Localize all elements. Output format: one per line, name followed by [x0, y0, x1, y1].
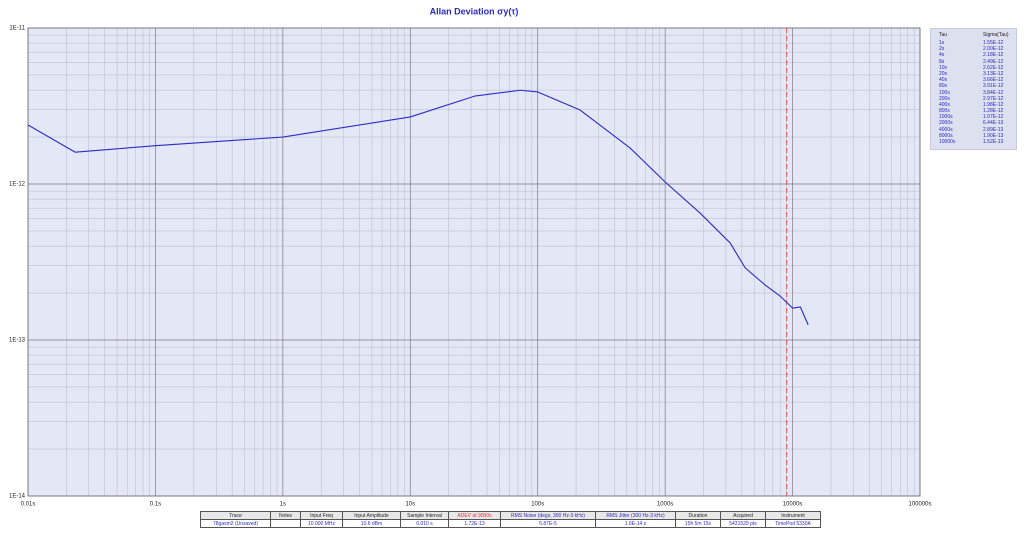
plot-area [27, 27, 921, 497]
tau-row: 20s 3.13E-12 [931, 71, 1016, 77]
cell: 5431529 pts [720, 519, 766, 528]
tau-row: 400s 1.98E-12 [931, 102, 1016, 108]
column-header: Duration [675, 511, 721, 520]
column-header: Sigma(Tau) [983, 32, 1009, 38]
cell: 0.010 s [400, 519, 449, 528]
column-header: RMS Jitter (300 Hz-3 kHz) [595, 511, 676, 520]
tau-row: 4s 2.18E-12 [931, 52, 1016, 58]
cell: 2s [939, 46, 945, 53]
cell: 1.07E-12 [983, 114, 1004, 121]
column-header: Input Amplitude [342, 511, 401, 520]
cell: 3.13E-12 [983, 70, 1004, 77]
cell: 2.97E-12 [983, 95, 1004, 102]
cell: 8000s [939, 132, 953, 139]
cell: 6.44E-13 [983, 120, 1004, 127]
tau-row: 8s 2.49E-12 [931, 59, 1016, 65]
tau-row: 1s 1.55E-12 [931, 40, 1016, 46]
cell: 10s [939, 64, 948, 71]
chart-title: Allan Deviation σy(τ) [430, 6, 519, 16]
y-tick-label: 1E-11 [9, 26, 25, 32]
tau-row: 10000s 1.52E-13 [931, 139, 1016, 145]
cell: 1.6E-14 s [595, 519, 676, 528]
cell: 2.62E-12 [983, 64, 1004, 71]
tau-row: 200s 2.97E-12 [931, 96, 1016, 102]
cell: 40s [939, 77, 948, 84]
cell: 100s [939, 89, 950, 96]
column-header: Input Freq [300, 511, 343, 520]
x-tick-label: 1s [280, 502, 286, 508]
tau-row: 1000s 1.07E-12 [931, 114, 1016, 120]
adev-line [27, 89, 809, 326]
tau-row: 800s 1.28E-12 [931, 108, 1016, 114]
x-tick-label: 100s [531, 502, 544, 508]
tau-row: 40s 3.66E-12 [931, 77, 1016, 83]
cell: 3.66E-12 [983, 77, 1004, 84]
tau-row: 8000s 1.90E-13 [931, 133, 1016, 139]
cell: 1s [939, 40, 945, 46]
cell: 1.55E-12 [983, 40, 1004, 46]
cell: 10000s [939, 139, 956, 145]
y-tick-label: 1E-13 [9, 338, 26, 344]
cell: 2.00E-12 [983, 46, 1004, 53]
cell: 20s [939, 70, 948, 77]
cell: 800s [939, 108, 950, 115]
tau-row: 100s 3.84E-12 [931, 90, 1016, 96]
x-tick-label: 100000s [908, 502, 931, 508]
cell: 78gasm2 (Unsaved) [200, 519, 271, 528]
column-header: RMS Noise (degs, 300 Hz-3 kHz) [500, 511, 596, 520]
cell: 1.98E-12 [983, 101, 1004, 108]
x-tick-label: 0.01s [21, 502, 36, 508]
cell: 2.18E-12 [983, 52, 1004, 59]
cell: 2.89E-13 [983, 126, 1004, 133]
cell: 3.91E-12 [983, 83, 1004, 90]
cell: 10.000 MHz [300, 519, 343, 528]
column-header: Notes [270, 511, 301, 520]
cell: 1.52E-13 [983, 139, 1004, 145]
tau-row: 4000s 2.89E-13 [931, 127, 1016, 133]
column-header: Acquired [720, 511, 766, 520]
column-header: Trace [200, 511, 271, 520]
column-header: Tau [939, 32, 948, 38]
cell: 5.87E-5 [500, 519, 596, 528]
cell: 2.49E-12 [983, 58, 1004, 65]
tau-row: 2000s 6.44E-13 [931, 120, 1016, 126]
cell: 1.28E-12 [983, 108, 1004, 115]
tau-header: Tau Sigma(Tau) [931, 30, 1016, 40]
cell: 400s [939, 101, 950, 108]
column-header: Sample Interval [400, 511, 449, 520]
x-tick-label: 10s [405, 502, 415, 508]
cell: 1000s [939, 114, 953, 121]
cell [270, 519, 301, 528]
tau-row: 2s 2.00E-12 [931, 46, 1016, 52]
cell: 4000s [939, 126, 953, 133]
tau-row: 80s 3.91E-12 [931, 83, 1016, 89]
x-tick-label: 1000s [657, 502, 673, 508]
cell: 1.72E-13 [448, 519, 501, 528]
cell: 4s [939, 52, 945, 59]
cell: 8s [939, 58, 945, 65]
y-tick-label: 1E-14 [9, 494, 26, 500]
column-header: ADEV at 9000s [448, 511, 501, 520]
cell: 200s [939, 95, 950, 102]
tau-row: 10s 2.62E-12 [931, 65, 1016, 71]
x-tick-label: 0.1s [150, 502, 161, 508]
tau-table: Tau Sigma(Tau) 1s 1.55E-12 2s 2.00E-12 4s 2.18E… [930, 28, 1017, 150]
header-row: Trace Notes Input Freq Input Amplitude Sampl… [200, 511, 821, 520]
cell: 10.6 dBm [342, 519, 401, 528]
cell: 2000s [939, 120, 953, 127]
info-table: Trace Notes Input Freq Input Amplitude Sampl… [200, 511, 821, 528]
cell: TimePod 5330A [765, 519, 821, 528]
cell: 15h 5m 15s [675, 519, 721, 528]
x-tick-label: 10000s [783, 502, 803, 508]
cell: 1.90E-13 [983, 132, 1004, 139]
data-row: 78gasm2 (Unsaved) 10.000 MHz 10.6 dBm 0.010… [200, 519, 821, 528]
cell: 3.84E-12 [983, 89, 1004, 96]
cell: 80s [939, 83, 948, 90]
column-header: Instrument [765, 511, 821, 520]
y-tick-label: 1E-12 [9, 182, 26, 188]
